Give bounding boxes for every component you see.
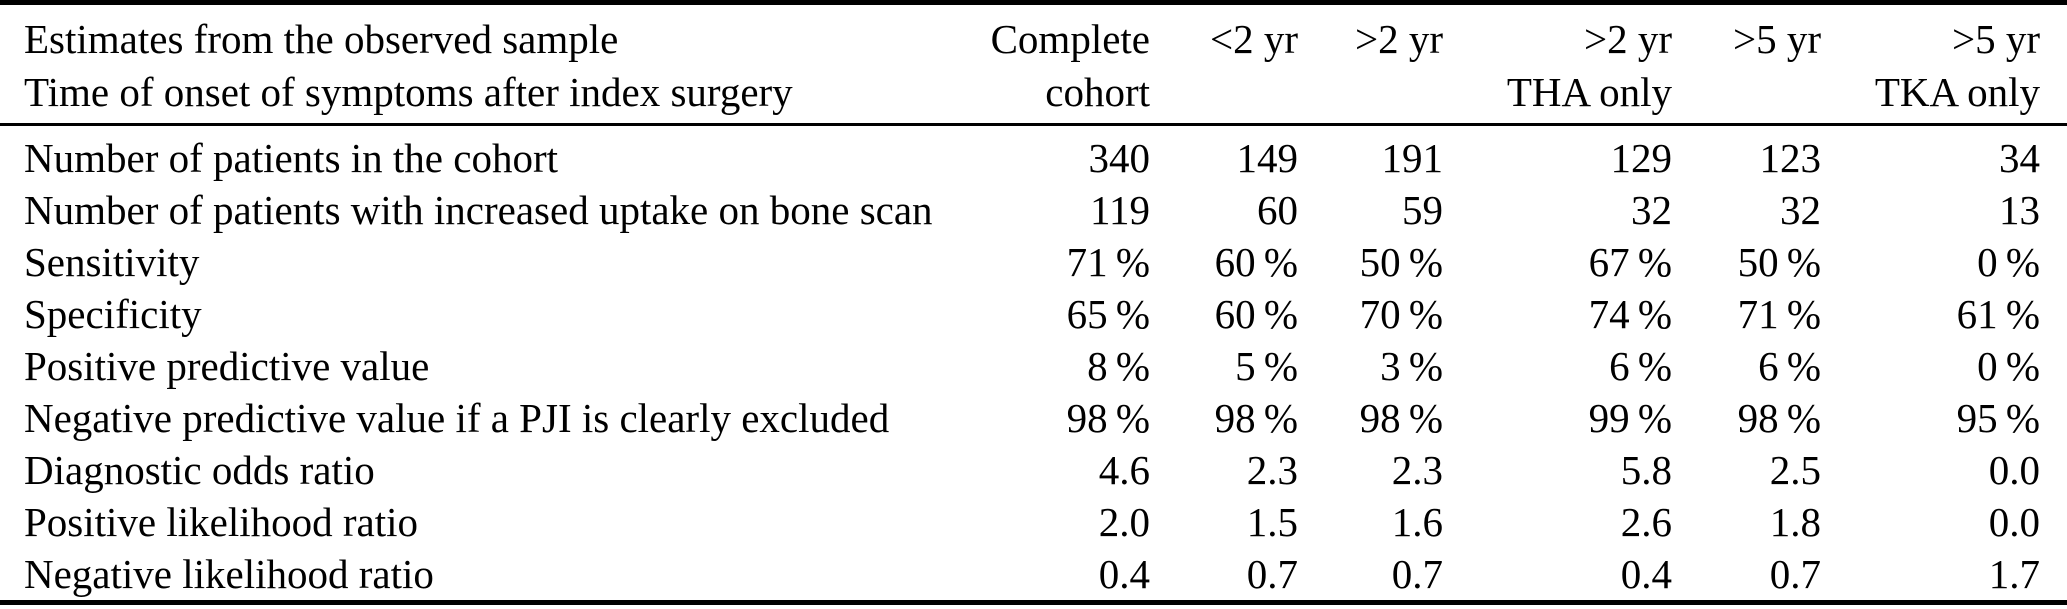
header-line: >2 yr bbox=[1354, 16, 1443, 62]
column-header-complete-cohort: Complete cohort bbox=[960, 2, 1150, 126]
column-header-gt2yr: >2 yr bbox=[1298, 2, 1443, 126]
table-cell: 0 % bbox=[1977, 343, 2040, 389]
header-line: >5 yr bbox=[1732, 16, 1821, 62]
table-title-line2: Time of onset of symptoms after index su… bbox=[24, 69, 793, 115]
table-cell: 98 % bbox=[1359, 395, 1443, 441]
table-row: Number of patients in the cohort 340 149… bbox=[0, 125, 2067, 185]
table-cell: 0.0 bbox=[1988, 447, 2040, 493]
row-label: Positive predictive value bbox=[24, 343, 430, 389]
table-cell: 129 bbox=[1610, 135, 1673, 181]
table-cell: 60 bbox=[1257, 187, 1298, 233]
table-cell: 191 bbox=[1381, 135, 1444, 181]
row-label: Diagnostic odds ratio bbox=[24, 447, 375, 493]
table-cell: 0.4 bbox=[1098, 551, 1150, 597]
table-cell: 123 bbox=[1759, 135, 1822, 181]
table-cell: 32 bbox=[1631, 187, 1672, 233]
table-cell: 2.3 bbox=[1391, 447, 1443, 493]
table-cell: 2.0 bbox=[1098, 499, 1150, 545]
table-cell: 60 % bbox=[1214, 239, 1298, 285]
row-label: Number of patients in the cohort bbox=[24, 135, 559, 181]
header-line: cohort bbox=[1045, 69, 1150, 115]
header-line: THA only bbox=[1506, 69, 1672, 115]
table-cell: 2.6 bbox=[1620, 499, 1672, 545]
table-row: Specificity 65 % 60 % 70 % 74 % 71 % 61 … bbox=[0, 288, 2067, 340]
column-header-gt5yr: >5 yr bbox=[1672, 2, 1821, 126]
table-cell: 340 bbox=[1088, 135, 1151, 181]
table-cell: 6 % bbox=[1609, 343, 1672, 389]
table-cell: 0.4 bbox=[1620, 551, 1672, 597]
header-line: Complete bbox=[990, 16, 1150, 62]
table-cell: 60 % bbox=[1214, 291, 1298, 337]
header-row: Estimates from the observed sample Time … bbox=[0, 2, 2067, 126]
table-row: Positive predictive value 8 % 5 % 3 % 6 … bbox=[0, 340, 2067, 392]
table-cell: 149 bbox=[1236, 135, 1299, 181]
column-header-gt5yr-tka-only: >5 yr TKA only bbox=[1821, 2, 2067, 126]
table-title-cell: Estimates from the observed sample Time … bbox=[0, 2, 960, 126]
table-cell: 61 % bbox=[1956, 291, 2040, 337]
table-row: Sensitivity 71 % 60 % 50 % 67 % 50 % 0 % bbox=[0, 236, 2067, 288]
row-label: Negative predictive value if a PJI is cl… bbox=[24, 395, 890, 441]
row-label: Positive likelihood ratio bbox=[24, 499, 419, 545]
table-cell: 99 % bbox=[1588, 395, 1672, 441]
column-header-gt2yr-tha-only: >2 yr THA only bbox=[1443, 2, 1672, 126]
table-cell: 1.8 bbox=[1769, 499, 1821, 545]
table-cell: 4.6 bbox=[1098, 447, 1150, 493]
row-label: Number of patients with increased uptake… bbox=[24, 187, 933, 233]
table-row: Number of patients with increased uptake… bbox=[0, 184, 2067, 236]
table-cell: 5 % bbox=[1235, 343, 1298, 389]
table-cell: 0 % bbox=[1977, 239, 2040, 285]
table-cell: 50 % bbox=[1737, 239, 1821, 285]
table-cell: 34 bbox=[1999, 135, 2040, 181]
table-cell: 50 % bbox=[1359, 239, 1443, 285]
row-label: Negative likelihood ratio bbox=[24, 551, 434, 597]
table-row: Positive likelihood ratio 2.0 1.5 1.6 2.… bbox=[0, 496, 2067, 548]
table-row: Negative predictive value if a PJI is cl… bbox=[0, 392, 2067, 444]
table-cell: 98 % bbox=[1737, 395, 1821, 441]
table-cell: 2.5 bbox=[1769, 447, 1821, 493]
table-cell: 1.5 bbox=[1246, 499, 1298, 545]
table-cell: 98 % bbox=[1066, 395, 1150, 441]
table-cell: 74 % bbox=[1588, 291, 1672, 337]
table-cell: 71 % bbox=[1066, 239, 1150, 285]
table-cell: 67 % bbox=[1588, 239, 1672, 285]
table-cell: 13 bbox=[1999, 187, 2040, 233]
column-header-lt2yr: <2 yr bbox=[1150, 2, 1298, 126]
table-row: Diagnostic odds ratio 4.6 2.3 2.3 5.8 2.… bbox=[0, 444, 2067, 496]
header-line: >2 yr bbox=[1583, 16, 1672, 62]
table-cell: 32 bbox=[1780, 187, 1821, 233]
row-label: Sensitivity bbox=[24, 239, 200, 285]
table-cell: 3 % bbox=[1380, 343, 1443, 389]
table-cell: 59 bbox=[1402, 187, 1443, 233]
table-cell: 70 % bbox=[1359, 291, 1443, 337]
table-cell: 95 % bbox=[1956, 395, 2040, 441]
table-cell: 98 % bbox=[1214, 395, 1298, 441]
table-cell: 8 % bbox=[1087, 343, 1150, 389]
table-cell: 1.7 bbox=[1988, 551, 2040, 597]
header-line: <2 yr bbox=[1209, 16, 1298, 62]
row-label: Specificity bbox=[24, 291, 202, 337]
table-cell: 0.0 bbox=[1988, 499, 2040, 545]
header-line: TKA only bbox=[1874, 69, 2040, 115]
table-cell: 1.6 bbox=[1391, 499, 1443, 545]
table-cell: 0.7 bbox=[1391, 551, 1443, 597]
table-cell: 0.7 bbox=[1769, 551, 1821, 597]
table-cell: 119 bbox=[1090, 187, 1150, 233]
table-cell: 65 % bbox=[1066, 291, 1150, 337]
header-line: >5 yr bbox=[1951, 16, 2040, 62]
table-cell: 6 % bbox=[1758, 343, 1821, 389]
table-row: Negative likelihood ratio 0.4 0.7 0.7 0.… bbox=[0, 548, 2067, 603]
table-cell: 71 % bbox=[1737, 291, 1821, 337]
table-cell: 5.8 bbox=[1620, 447, 1672, 493]
table-cell: 2.3 bbox=[1246, 447, 1298, 493]
table-cell: 0.7 bbox=[1246, 551, 1298, 597]
table-title-line1: Estimates from the observed sample bbox=[24, 16, 619, 62]
